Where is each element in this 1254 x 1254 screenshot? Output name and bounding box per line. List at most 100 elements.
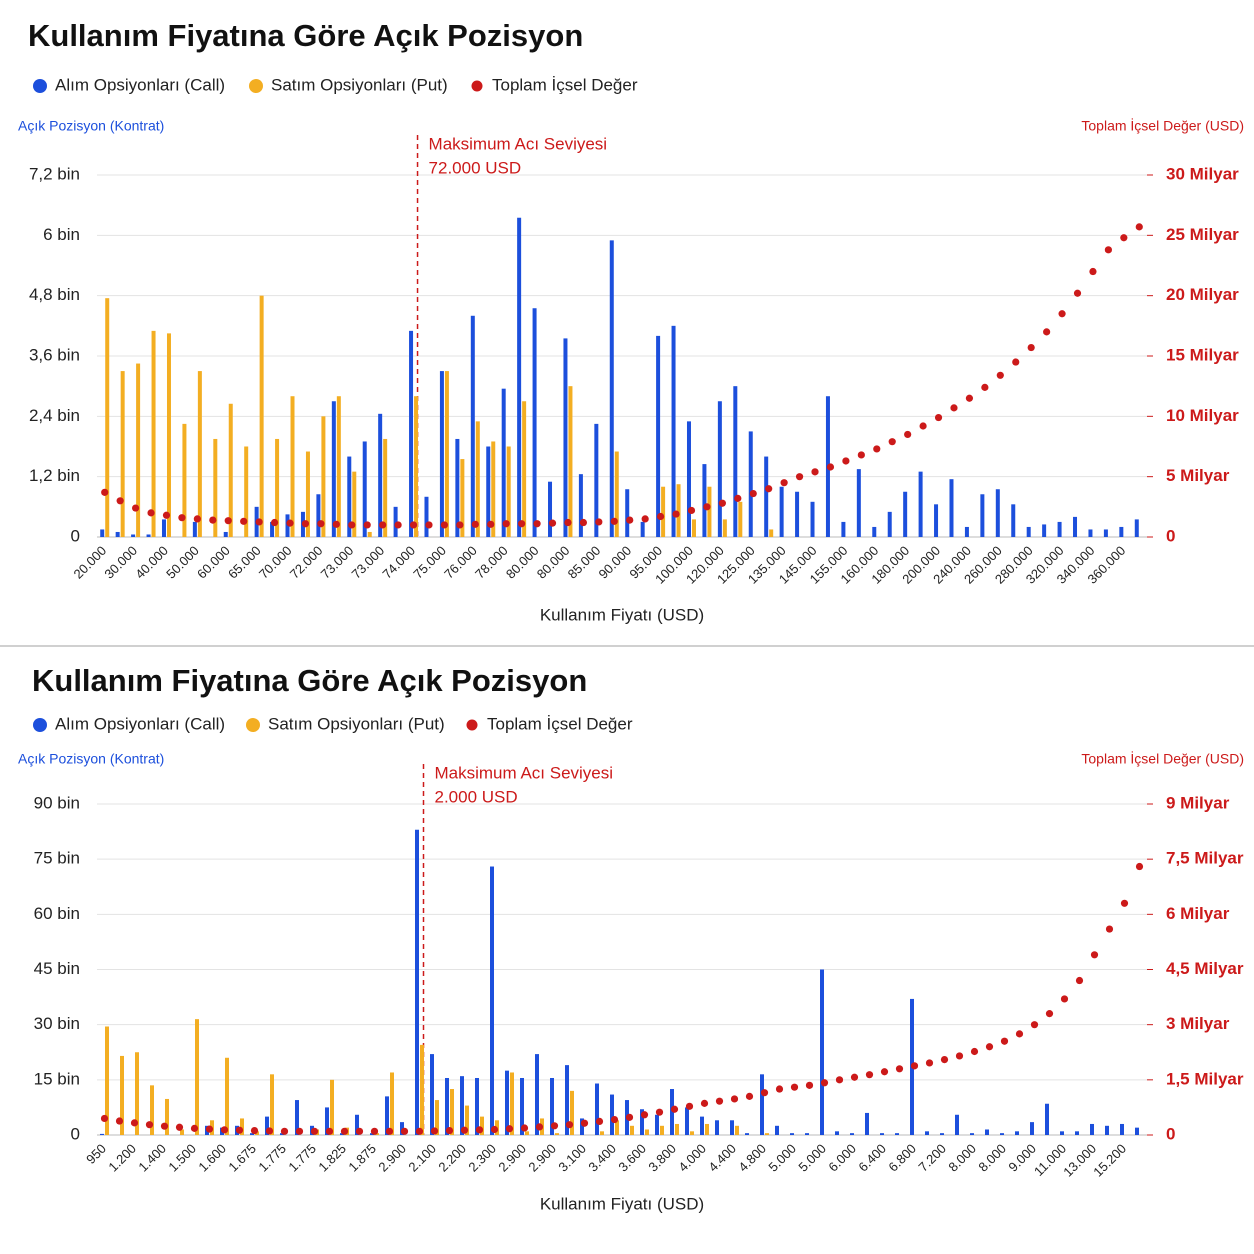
- bar: [223, 531, 228, 537]
- bar: [180, 1129, 184, 1135]
- y-tick-label: 60 bin: [34, 904, 80, 923]
- bar: [745, 1133, 749, 1135]
- bar: [182, 423, 187, 537]
- dot: [700, 1099, 709, 1107]
- dot: [718, 499, 726, 507]
- dot: [520, 1124, 529, 1132]
- bar: [352, 471, 357, 537]
- dot: [340, 1127, 349, 1135]
- bar: [1057, 521, 1062, 537]
- bar: [316, 494, 321, 537]
- annotation: 2.000 USD: [435, 787, 518, 806]
- dot: [595, 518, 603, 526]
- legend-swatch: [246, 718, 260, 732]
- bar: [305, 451, 310, 537]
- bar: [336, 396, 341, 537]
- bar: [525, 1131, 529, 1135]
- dot: [1058, 310, 1066, 318]
- y2-tick-label: 25 Milyar: [1166, 225, 1239, 244]
- annotation: Maksimum Acı Seviyesi: [435, 763, 614, 782]
- bar: [355, 1114, 359, 1135]
- dot: [919, 422, 927, 430]
- bar: [656, 335, 661, 537]
- dot: [270, 518, 279, 527]
- dot: [687, 506, 696, 515]
- bar: [717, 401, 722, 537]
- dot: [1135, 223, 1143, 231]
- bar: [872, 526, 877, 537]
- dot: [850, 1073, 859, 1081]
- bar: [865, 1112, 869, 1135]
- bar: [480, 1116, 484, 1135]
- y-tick-label: 6 bin: [43, 225, 80, 244]
- bar: [640, 521, 645, 537]
- legend-label: Satım Opsiyonları (Put): [271, 75, 448, 94]
- bar: [700, 1116, 704, 1135]
- bar: [676, 484, 681, 537]
- bar: [1011, 504, 1016, 537]
- y-tick-label: 4,8 bin: [29, 285, 80, 304]
- bar: [390, 1072, 394, 1135]
- bar: [964, 526, 969, 537]
- dot: [873, 445, 881, 453]
- bar: [244, 446, 249, 537]
- bar: [275, 438, 280, 537]
- bar: [705, 1123, 709, 1135]
- bar: [115, 531, 120, 537]
- bar: [520, 1077, 524, 1135]
- dot: [518, 520, 526, 528]
- bar: [486, 446, 491, 537]
- dot: [145, 1121, 154, 1129]
- dot: [965, 394, 974, 402]
- bar: [1088, 529, 1093, 537]
- bar: [748, 431, 753, 537]
- chart-title: Kullanım Fiyatına Göre Açık Pozisyon: [28, 18, 583, 53]
- bar: [455, 438, 460, 537]
- bar: [445, 1077, 449, 1135]
- bar: [532, 308, 537, 537]
- dot: [1135, 862, 1144, 871]
- dot: [147, 509, 155, 517]
- bar: [580, 1118, 584, 1135]
- dot: [1075, 976, 1084, 985]
- dot: [934, 413, 943, 422]
- dot: [610, 1115, 619, 1124]
- bar: [228, 403, 233, 537]
- y2-axis-title: Toplam İçsel Değer (USD): [1081, 750, 1244, 767]
- bar: [775, 1125, 779, 1135]
- dot: [205, 1125, 214, 1133]
- bar: [995, 489, 1000, 537]
- bar: [949, 479, 954, 537]
- dot: [641, 515, 649, 523]
- bar: [707, 486, 712, 537]
- bar: [270, 1074, 274, 1135]
- bar: [610, 1094, 614, 1135]
- dot: [425, 521, 433, 529]
- bar: [165, 1098, 169, 1135]
- bar: [259, 295, 264, 537]
- dot: [440, 521, 449, 529]
- bar: [925, 1131, 929, 1135]
- dot: [826, 463, 835, 471]
- bar: [197, 371, 202, 537]
- dot: [348, 521, 356, 529]
- y2-tick-label: 15 Milyar: [1166, 345, 1239, 364]
- bar: [550, 1077, 554, 1135]
- dot: [1030, 1021, 1039, 1029]
- bar: [192, 521, 197, 537]
- bar: [660, 1125, 664, 1135]
- dot: [471, 520, 479, 528]
- bar: [934, 504, 939, 537]
- bar: [733, 386, 738, 537]
- bar: [100, 529, 105, 537]
- dot: [685, 1102, 694, 1110]
- dot: [160, 1122, 169, 1130]
- dot: [193, 515, 201, 523]
- bar: [1135, 1127, 1139, 1135]
- y-tick-label: 75 bin: [34, 849, 80, 868]
- legend-label: Toplam İçsel Değer: [487, 714, 633, 733]
- bar: [568, 386, 573, 537]
- dot: [400, 1127, 409, 1135]
- bar: [195, 1019, 199, 1135]
